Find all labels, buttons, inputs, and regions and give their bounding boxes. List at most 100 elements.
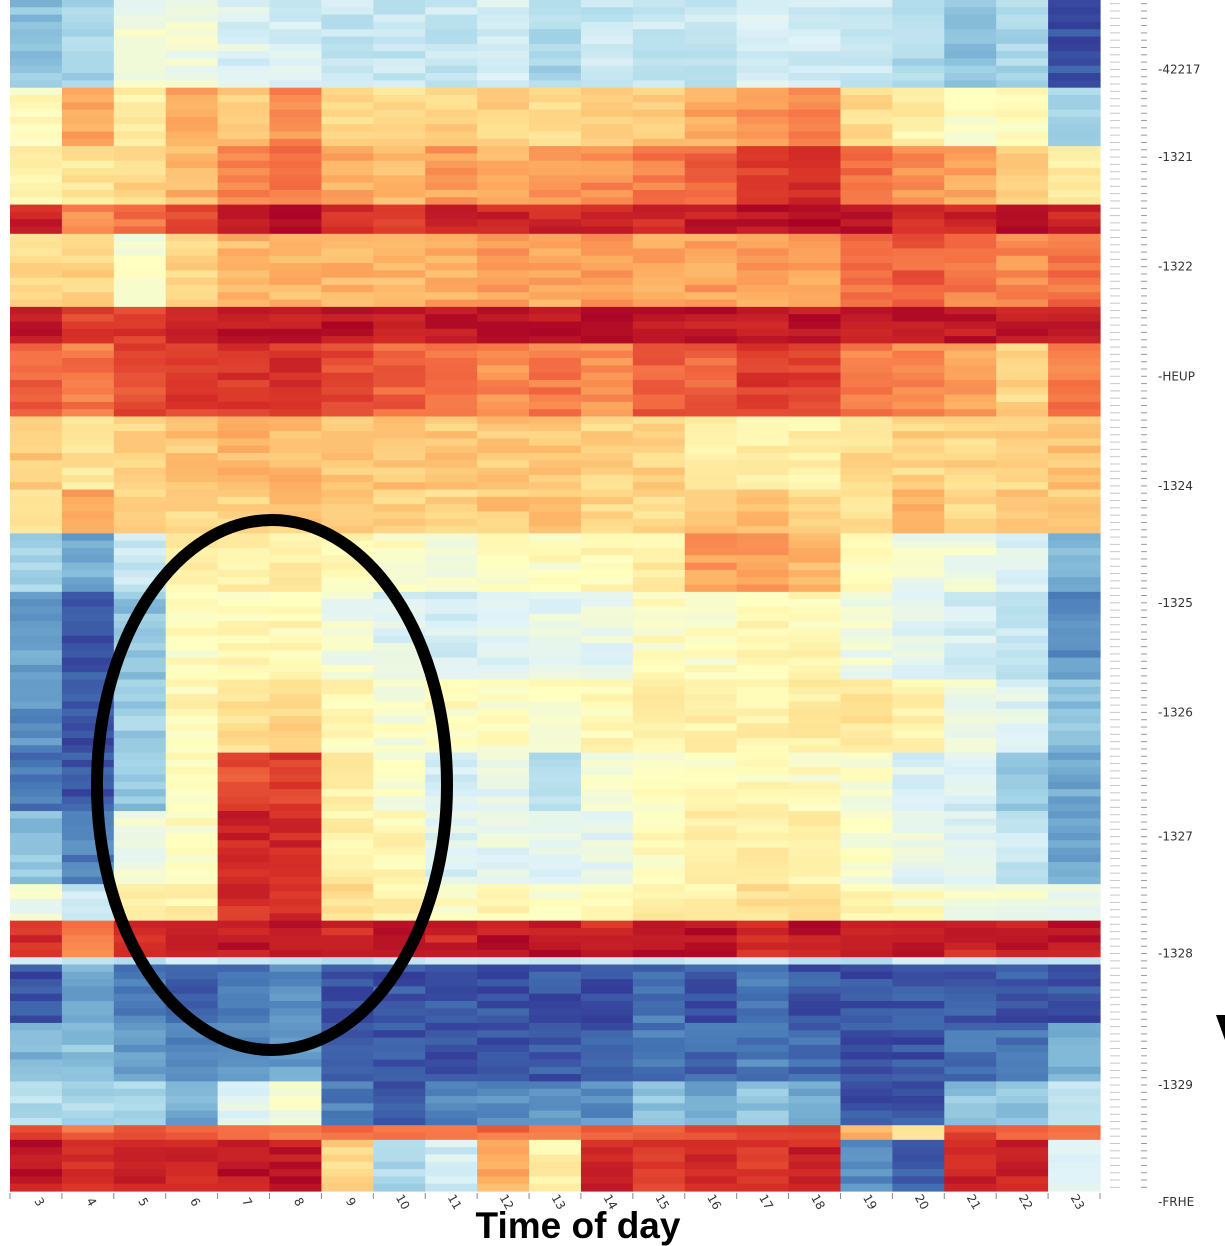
heatmap-cell: [269, 496, 323, 505]
heatmap-cell: [892, 1117, 945, 1126]
heatmap-cell: [684, 255, 738, 264]
heatmap-cell: [580, 847, 634, 856]
heatmap-cell: [373, 153, 426, 162]
heatmap-cell: [580, 467, 634, 476]
heatmap-cell: [580, 336, 634, 345]
heatmap-cell: [788, 1066, 842, 1075]
heatmap-cell: [217, 701, 271, 710]
heatmap-cell: [217, 453, 271, 461]
heatmap-cell: [165, 423, 219, 432]
heatmap-cell: [788, 277, 842, 286]
heatmap-cell: [529, 284, 582, 293]
heatmap-cell: [113, 306, 167, 315]
heatmap-cell: [269, 584, 323, 593]
heatmap-cell: [632, 350, 686, 359]
heatmap-cell: [944, 160, 997, 169]
heatmap-cell: [529, 993, 582, 1002]
heatmap-cell: [61, 43, 115, 52]
heatmap-cell: [996, 781, 1049, 790]
heatmap-cell: [425, 716, 478, 724]
heatmap-cell: [892, 745, 945, 754]
heatmap-cell: [944, 146, 997, 155]
heatmap-cell: [684, 1169, 738, 1177]
heatmap-cell: [10, 1088, 63, 1097]
heatmap-cell: [996, 884, 1049, 893]
heatmap-cell: [373, 825, 426, 834]
heatmap-cell: [61, 650, 115, 659]
heatmap-cell: [632, 87, 686, 96]
x-tick-label: 16: [704, 1192, 724, 1212]
heatmap-cell: [580, 1161, 634, 1170]
heatmap-cell: [892, 189, 945, 198]
heatmap-cell: [1048, 343, 1101, 352]
heatmap-cell: [632, 124, 686, 133]
heatmap-cell: [736, 109, 790, 118]
heatmap-cell: [529, 942, 582, 951]
heatmap-cell: [788, 906, 842, 914]
heatmap-cell: [217, 321, 271, 330]
heatmap-cell: [996, 43, 1049, 52]
heatmap-cell: [944, 555, 997, 564]
heatmap-cell: [736, 584, 790, 593]
heatmap-cell: [165, 935, 219, 944]
heatmap-cell: [580, 730, 634, 739]
heatmap-cell: [632, 708, 686, 717]
heatmap-cell: [529, 913, 582, 922]
heatmap-cell: [321, 862, 374, 871]
heatmap-cell: [788, 555, 842, 564]
heatmap-cell: [1048, 1117, 1101, 1126]
heatmap-cell: [113, 642, 167, 651]
heatmap-cell: [529, 1044, 582, 1053]
heatmap-cell: [892, 1001, 945, 1009]
heatmap-cell: [684, 694, 738, 703]
heatmap-cell: [165, 336, 219, 345]
heatmap-cell: [944, 423, 997, 432]
heatmap-cell: [944, 409, 997, 418]
heatmap-cell: [165, 379, 219, 388]
heatmap-cell: [892, 306, 945, 315]
heatmap-cell: [165, 358, 219, 366]
y-tick-label: -1329: [1158, 1078, 1193, 1092]
heatmap-cell: [10, 1132, 63, 1141]
heatmap-cell: [61, 438, 115, 447]
heatmap-cell: [269, 270, 323, 279]
heatmap-cell: [580, 993, 634, 1002]
heatmap-cell: [529, 781, 582, 790]
heatmap-cell: [840, 409, 893, 418]
heatmap-cell: [425, 1117, 478, 1126]
heatmap-cell: [269, 321, 323, 330]
heatmap-cell: [61, 803, 115, 812]
heatmap-cell: [788, 233, 842, 242]
heatmap-cell: [684, 365, 738, 374]
heatmap-cell: [632, 1132, 686, 1141]
heatmap-cell: [165, 1139, 219, 1148]
heatmap-cell: [736, 635, 790, 644]
heatmap-cell: [996, 168, 1049, 176]
heatmap-cell: [373, 496, 426, 505]
heatmap-cell: [321, 818, 374, 827]
y-tick-label: -1328: [1158, 947, 1193, 961]
heatmap-cell: [165, 1066, 219, 1075]
heatmap-cell: [477, 416, 530, 425]
heatmap-cell: [996, 7, 1049, 16]
heatmap-cell: [269, 840, 323, 849]
heatmap-cell: [788, 1110, 842, 1119]
heatmap-cell: [1048, 562, 1101, 571]
heatmap-cell: [10, 102, 63, 111]
heatmap-cell: [269, 489, 323, 498]
heatmap-cell: [840, 884, 893, 893]
heatmap-cell: [1048, 679, 1101, 688]
heatmap-cell: [61, 847, 115, 856]
heatmap-cell: [788, 314, 842, 323]
heatmap-cell: [425, 1096, 478, 1104]
heatmap-cell: [944, 642, 997, 651]
heatmap-cell: [373, 686, 426, 695]
heatmap-cell: [892, 314, 945, 323]
heatmap-cell: [996, 306, 1049, 315]
heatmap-cell: [1048, 935, 1101, 944]
heatmap-cell: [1048, 759, 1101, 768]
heatmap-cell: [944, 336, 997, 345]
heatmap-cell: [580, 292, 634, 301]
heatmap-cell: [684, 496, 738, 505]
heatmap-cell: [61, 1001, 115, 1009]
